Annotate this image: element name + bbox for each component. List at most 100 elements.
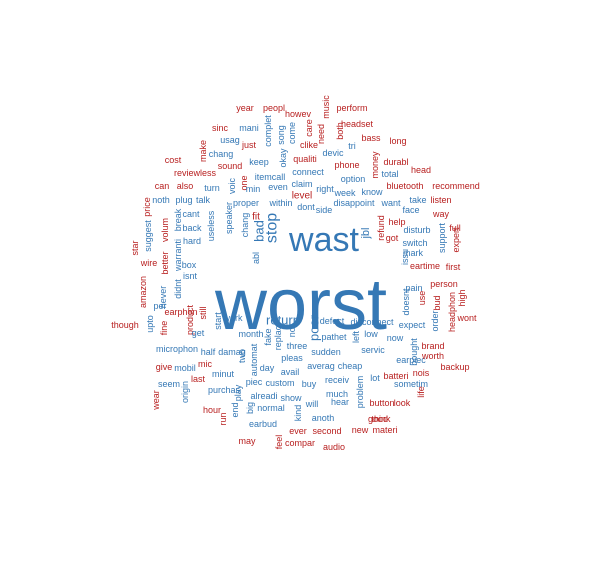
word-even: even (268, 182, 288, 192)
word-money: money (370, 151, 380, 179)
word-product: product (185, 304, 195, 335)
word-left: left (351, 331, 361, 344)
word-disappoint: disappoint (333, 198, 375, 208)
word-fit: fit (252, 212, 260, 223)
word-headset: headset (341, 119, 374, 129)
word-piec: piec (246, 377, 263, 387)
word-warranti: warranti (173, 239, 183, 272)
word-abl: abl (251, 252, 261, 264)
word-sinc: sinc (212, 123, 229, 133)
word-averag: averag (307, 361, 335, 371)
word-mic: mic (198, 359, 212, 369)
word-kind: kind (293, 405, 303, 422)
word-right: right (316, 184, 334, 194)
word-got: got (386, 233, 399, 243)
word-can: can (155, 181, 170, 191)
word-materi: materi (372, 425, 397, 435)
word-option: option (341, 174, 366, 184)
word-song: song (276, 125, 286, 145)
word-nois: nois (413, 368, 430, 378)
word-hear: hear (331, 397, 349, 407)
word-not: not (287, 324, 297, 337)
word-help: help (388, 217, 405, 227)
word-servic: servic (361, 345, 385, 355)
word-refund: refund (376, 215, 386, 241)
word-two: two (237, 349, 247, 363)
word-sudden: sudden (311, 347, 341, 357)
word-speaker: speaker (224, 202, 234, 234)
word-full: full (449, 223, 461, 233)
word-head: head (411, 165, 431, 175)
word-dont: dont (297, 202, 315, 212)
word-person: person (430, 279, 458, 289)
word-wear: wear (151, 390, 161, 411)
word-hard: hard (183, 236, 201, 246)
word-disconnect: disconnect (350, 317, 394, 327)
word-bad: bad (252, 220, 267, 242)
word-star: star (130, 240, 140, 255)
word-eartime: eartime (410, 261, 440, 271)
word-disturb: disturb (403, 225, 430, 235)
word-wire: wire (140, 258, 158, 268)
word-much: much (326, 389, 348, 399)
word-suggest: suggest (143, 220, 153, 252)
word-mark: mark (403, 248, 423, 258)
word-earpiec: earpiec (396, 355, 426, 365)
word-reviewless: reviewless (174, 168, 217, 178)
word-alreadi: alreadi (250, 391, 277, 401)
word-support: support (437, 222, 447, 253)
word-wont: wont (456, 313, 477, 323)
word-end: end (230, 402, 240, 417)
word-min: min (246, 184, 261, 194)
word-three: three (287, 341, 308, 351)
word-look: look (394, 398, 411, 408)
word-price: price (142, 197, 152, 217)
word-bass: bass (361, 133, 381, 143)
word-minut: minut (212, 369, 235, 379)
word-still: still (198, 307, 208, 320)
word-mobil: mobil (174, 363, 196, 373)
word-one: one (239, 175, 249, 190)
word-good: good (368, 414, 388, 424)
word-anoth: anoth (312, 413, 335, 423)
word-cheap: cheap (338, 361, 363, 371)
word-want: want (380, 198, 401, 208)
word-doesnt: doesnt (401, 288, 411, 316)
word-backup: backup (440, 362, 469, 372)
word-poor: poor (307, 314, 322, 341)
word-chang: chang (209, 149, 234, 159)
word-pathet: pathet (321, 332, 347, 342)
word-half: half (201, 347, 216, 357)
word-first: first (446, 262, 461, 272)
word-bought: bought (409, 338, 419, 366)
word-switch: switch (402, 238, 427, 248)
word-volum: volum (160, 218, 170, 242)
word-useless: useless (206, 210, 216, 241)
word-total: total (381, 169, 398, 179)
word-connect: connect (292, 167, 324, 177)
word-qualiti: qualiti (293, 154, 317, 164)
word-tri: tri (348, 141, 356, 151)
word-listen: listen (430, 195, 451, 205)
word-receiv: receiv (325, 375, 350, 385)
word-face: face (402, 205, 419, 215)
word-just: just (241, 140, 257, 150)
word-earbud: earbud (249, 419, 277, 429)
word-plug: plug (175, 195, 192, 205)
word-side: side (316, 205, 333, 215)
word-also: also (177, 181, 194, 191)
word-within: within (268, 198, 292, 208)
word-back: back (182, 223, 202, 233)
word-will: will (305, 399, 319, 409)
word-durabl: durabl (383, 157, 408, 167)
word-brand: brand (421, 341, 444, 351)
word-per: per (153, 301, 166, 311)
word-devic: devic (322, 148, 344, 158)
word-headphon: headphon (447, 292, 457, 332)
word-care: care (304, 119, 314, 137)
word-damag: damag (218, 347, 246, 357)
word-pleas: pleas (281, 353, 303, 363)
word-itemcall: itemcall (255, 172, 286, 182)
